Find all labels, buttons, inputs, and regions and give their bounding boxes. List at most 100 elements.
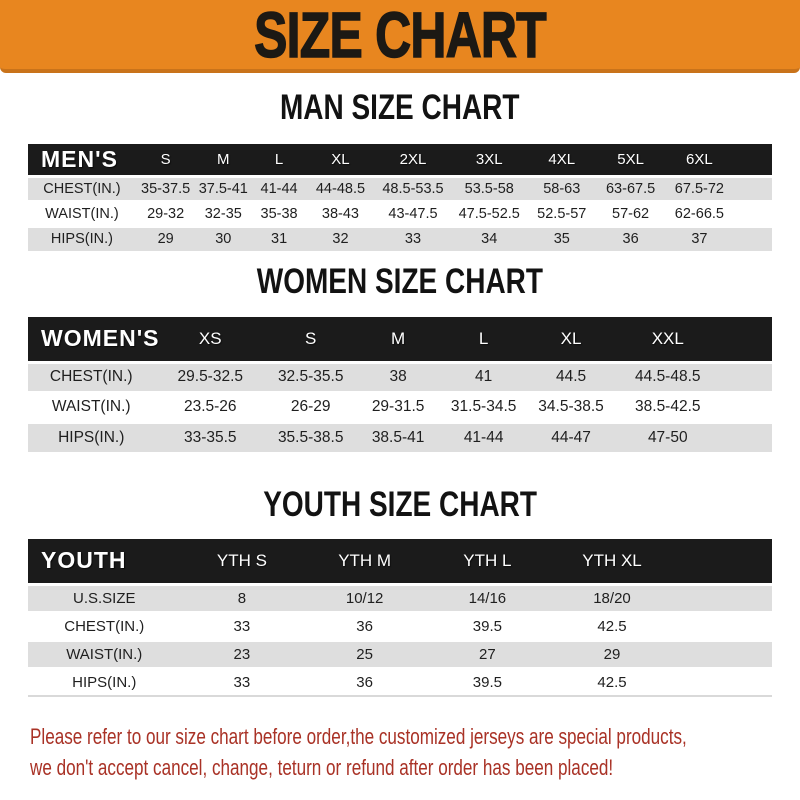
table-row: WAIST(IN.) 23.5-26 26-29 29-31.5 31.5-34.5 34… xyxy=(28,392,772,422)
column-header: YTH S xyxy=(180,539,304,584)
column-header: 4XL xyxy=(526,144,598,176)
size-value-cell: 37.5-41 xyxy=(195,176,252,201)
column-header: YTH XL xyxy=(548,539,676,584)
row-label: U.S.SIZE xyxy=(28,584,181,612)
size-value-cell: 42.5 xyxy=(597,617,627,635)
size-value-cell: 41-44 xyxy=(440,422,527,452)
row-filler-cell xyxy=(719,422,772,452)
row-filler-cell xyxy=(719,362,772,392)
size-value-cell: 35.5-38.5 xyxy=(266,422,356,452)
column-header: 5XL xyxy=(597,144,665,176)
women-size-table: WOMEN'S XS S M L XL XXL CHEST(IN.) 29.5-32.5 32.5… xyxy=(28,317,772,452)
size-value-cell: 44-48.5 xyxy=(306,176,374,201)
size-value-cell: 31.5-34.5 xyxy=(450,398,517,415)
size-value-cell: 34 xyxy=(452,226,527,251)
youth-size-table: YOUTH YTH S YTH M YTH L YTH XL U.S.SIZE 8 10/12… xyxy=(28,539,772,697)
row-label: WAIST(IN.) xyxy=(28,640,181,668)
youth-section-heading-text: YOUTH SIZE CHART xyxy=(263,485,537,524)
size-value-cell: 39.5 xyxy=(472,617,502,635)
table-row: CHEST(IN.) 29.5-32.5 32.5-35.5 38 41 44.5 44.5… xyxy=(28,362,772,392)
size-value-cell: 33 xyxy=(233,617,251,635)
size-value-cell: 30 xyxy=(195,226,252,251)
size-value-cell: 29-31.5 xyxy=(371,398,425,415)
column-header: 3XL xyxy=(452,144,527,176)
size-value-cell: 35 xyxy=(526,226,598,251)
size-value-cell: 32.5-35.5 xyxy=(266,362,356,392)
size-value-cell: 25 xyxy=(303,640,427,668)
size-value-cell: 23.5-26 xyxy=(183,398,237,415)
size-value-cell: 32 xyxy=(306,226,374,251)
header-filler-cell xyxy=(719,317,772,362)
column-header: S xyxy=(135,144,196,176)
size-value-cell: 38.5-42.5 xyxy=(635,398,701,415)
women-section-heading-text: WOMEN SIZE CHART xyxy=(256,262,544,301)
size-value-cell: 58-63 xyxy=(526,176,598,201)
size-value-cell: 36 xyxy=(356,617,373,635)
youth-section-heading: YOUTH SIZE CHART xyxy=(0,452,800,539)
column-header: L xyxy=(251,144,307,176)
size-value-cell: 43-47.5 xyxy=(388,205,438,222)
row-label: WAIST(IN.) xyxy=(45,205,119,222)
size-value-cell: 41 xyxy=(440,362,527,392)
size-value-cell: 47-50 xyxy=(615,422,720,452)
row-label: HIPS(IN.) xyxy=(28,422,155,452)
size-value-cell: 44-47 xyxy=(526,422,616,452)
banner-title: SIZE CHART xyxy=(254,0,548,71)
size-value-cell: 57-62 xyxy=(612,205,650,222)
column-header: M xyxy=(355,317,441,362)
row-filler-cell xyxy=(734,226,772,251)
section-men: MAN SIZE CHART MEN'S S M L XL 2XL 3XL 4XL 5XL 6XL… xyxy=(0,73,800,251)
size-value-cell: 26-29 xyxy=(290,398,331,415)
table-header-row: MEN'S S M L XL 2XL 3XL 4XL 5XL 6XL xyxy=(28,144,772,176)
size-value-cell: 67.5-72 xyxy=(664,176,735,201)
size-value-cell: 10/12 xyxy=(303,584,427,612)
size-value-cell: 35-37.5 xyxy=(135,176,196,201)
table-row: WAIST(IN.) 29-32 32-35 35-38 38-43 43-47.5 47.… xyxy=(28,201,772,226)
header-filler-cell xyxy=(675,539,772,584)
women-section-heading: WOMEN SIZE CHART xyxy=(0,251,800,317)
row-filler-cell xyxy=(675,640,772,668)
row-filler-cell xyxy=(675,584,772,612)
row-filler-cell xyxy=(734,176,772,201)
column-header: XS xyxy=(154,317,267,362)
size-value-cell: 38.5-41 xyxy=(355,422,441,452)
column-header: M xyxy=(195,144,252,176)
size-value-cell: 38-43 xyxy=(321,205,359,222)
row-filler-cell xyxy=(735,201,772,226)
table-corner-label: MEN'S xyxy=(28,144,136,176)
column-header: L xyxy=(440,317,527,362)
row-label: HIPS(IN.) xyxy=(28,226,136,251)
size-value-cell: 32-35 xyxy=(204,205,242,222)
table-row: U.S.SIZE 8 10/12 14/16 18/20 xyxy=(28,584,772,612)
size-value-cell: 44.5 xyxy=(526,362,616,392)
row-filler-cell xyxy=(720,392,772,422)
header-filler-cell xyxy=(734,144,772,176)
size-value-cell: 36 xyxy=(597,226,665,251)
size-value-cell: 29-32 xyxy=(147,205,185,222)
size-value-cell: 33 xyxy=(233,673,251,691)
table-row: HIPS(IN.) 29 30 31 32 33 34 35 36 37 xyxy=(28,226,772,251)
row-filler-cell xyxy=(675,612,772,640)
size-value-cell: 37 xyxy=(664,226,735,251)
table-row: CHEST(IN.) 33 36 39.5 42.5 xyxy=(28,612,772,640)
size-value-cell: 39.5 xyxy=(472,673,502,691)
size-value-cell: 36 xyxy=(356,673,373,691)
table-corner-label: YOUTH xyxy=(28,539,181,584)
men-section-heading: MAN SIZE CHART xyxy=(0,73,800,144)
size-value-cell: 41-44 xyxy=(251,176,307,201)
men-size-table: MEN'S S M L XL 2XL 3XL 4XL 5XL 6XL CHEST(IN.) 35-37… xyxy=(28,144,772,251)
size-value-cell: 18/20 xyxy=(548,584,676,612)
row-filler-cell xyxy=(675,668,772,696)
row-label: CHEST(IN.) xyxy=(28,176,136,201)
size-value-cell: 29 xyxy=(548,640,676,668)
column-header: 2XL xyxy=(373,144,453,176)
notice-line-2: we don't accept cancel, change, teturn o… xyxy=(30,755,614,780)
size-value-cell: 14/16 xyxy=(426,584,549,612)
size-value-cell: 23 xyxy=(180,640,304,668)
size-value-cell: 48.5-53.5 xyxy=(373,176,453,201)
size-value-cell: 29.5-32.5 xyxy=(154,362,267,392)
size-value-cell: 27 xyxy=(426,640,549,668)
table-row: HIPS(IN.) 33 36 39.5 42.5 xyxy=(28,668,772,696)
column-header: YTH M xyxy=(303,539,427,584)
